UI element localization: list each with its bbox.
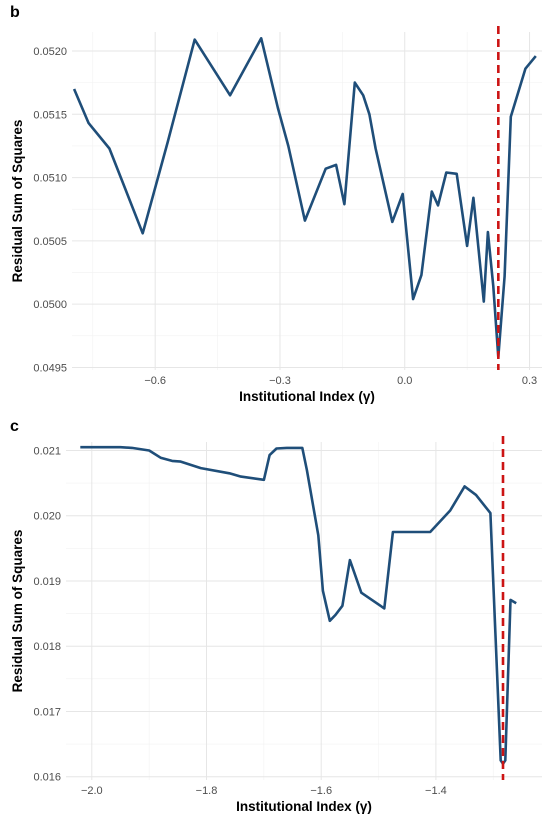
chart-1-x-tick-label: −1.6 — [310, 785, 332, 797]
chart-0-y-tick-label: 0.0505 — [33, 236, 67, 248]
chart-0-y-tick-label: 0.0495 — [33, 362, 67, 374]
chart-1-x-tick-label: −2.0 — [81, 785, 103, 797]
chart-1-x-tick-label: −1.8 — [196, 785, 218, 797]
chart-0-y-tick-label: 0.0510 — [33, 173, 67, 185]
chart-0-x-tick-label: −0.3 — [269, 375, 291, 387]
chart-0-rss-line — [72, 36, 537, 359]
chart-1-x-tick-label: −1.4 — [425, 785, 447, 797]
chart-1-major-grid — [66, 442, 542, 780]
chart-1-y-tick-label: 0.016 — [33, 772, 61, 784]
chart-1-x-axis-title: Institutional Index (γ) — [236, 799, 372, 814]
chart-1-y-tick-label: 0.018 — [33, 641, 61, 653]
chart-0-x-tick-label: 0.0 — [397, 375, 412, 387]
chart-1-y-tick-label: 0.019 — [33, 576, 61, 588]
chart-1-y-tick-label: 0.020 — [33, 511, 61, 523]
chart-0-minor-grid — [72, 32, 542, 370]
chart-0-major-grid — [72, 32, 542, 370]
panel-label-b: b — [10, 4, 20, 21]
chart-c: −2.0 −1.8 −1.6 −1.4 0.016 0.017 0.018 0.019 0.02… — [10, 436, 542, 814]
panel-label-c: c — [10, 418, 19, 435]
chart-0-y-tick-label: 0.0515 — [33, 109, 67, 121]
chart-0-x-axis-title: Institutional Index (γ) — [239, 389, 375, 404]
chart-0-x-tick-label: 0.3 — [522, 375, 537, 387]
chart-0-y-axis-title: Residual Sum of Squares — [10, 120, 25, 283]
chart-1-y-tick-label: 0.021 — [33, 445, 61, 457]
chart-0-y-tick-label: 0.0520 — [33, 46, 67, 58]
chart-0-x-tick-label: −0.6 — [144, 375, 166, 387]
chart-0-y-tick-label: 0.0500 — [33, 299, 67, 311]
chart-1-y-tick-label: 0.017 — [33, 706, 61, 718]
chart-1-y-axis-title: Residual Sum of Squares — [10, 530, 25, 693]
chart-1-minor-grid — [66, 442, 542, 780]
chart-b: −0.6 −0.3 0.0 0.3 0.0495 0.0500 0.0505 0.0510 0.… — [10, 26, 542, 404]
chart-1-rss-line — [80, 445, 517, 766]
